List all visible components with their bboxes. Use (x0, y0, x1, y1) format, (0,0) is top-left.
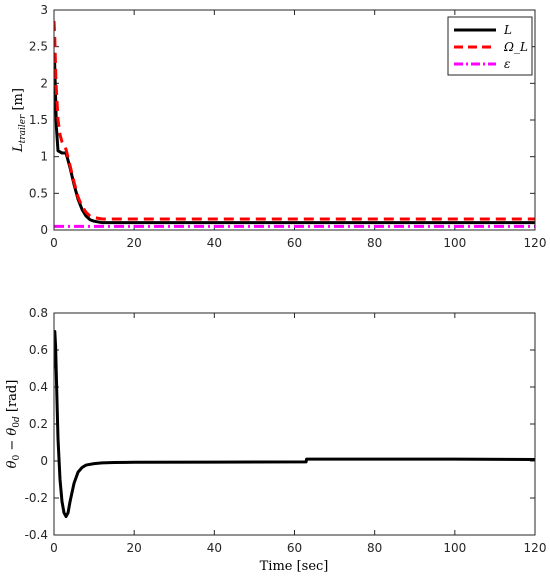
top-series-line-L (54, 20, 535, 221)
bottom-y-tick-label: 0.4 (29, 380, 48, 394)
bottom-x-tick-label: 60 (287, 541, 302, 555)
bottom-x-axis-label: Time [sec] (260, 559, 329, 574)
top-y-tick-label: 2.5 (29, 40, 48, 54)
bottom-y-tick-label: 0.6 (29, 343, 48, 357)
bottom-series-line-s0 (54, 330, 535, 518)
top-series-line-L (54, 52, 535, 225)
top-x-tick-label: 40 (207, 236, 222, 250)
bottom-plot-area (54, 313, 535, 535)
bottom-y-tick-label: -0.2 (25, 491, 48, 505)
bottom-plot: 0 20 40 60 80 100 120 -0.4 -0.2 0 0.2 0.4 0.6 0.8 θ0 … (5, 306, 546, 574)
bottom-y-tick-label: 0.8 (29, 306, 48, 320)
top-x-tick-label: 0 (50, 236, 58, 250)
legend-entry-epsilon: ε (454, 57, 510, 71)
legend-entry-L: L (454, 23, 512, 37)
top-plot-frame (53, 9, 536, 231)
bottom-y-axis-label: θ0 − θ0d [rad] (5, 380, 22, 469)
top-x-tick-label: 80 (367, 236, 382, 250)
top-x-tick-label: 100 (443, 236, 466, 250)
top-y-tick-label: 2 (40, 76, 48, 90)
bottom-y-tick-label: -0.4 (25, 528, 48, 542)
legend-label-epsilon: ε (504, 57, 510, 71)
top-y-axis-label: Ltrailer [m] (11, 88, 28, 153)
top-x-tick-label: 60 (287, 236, 302, 250)
legend: L Ω_L ε (447, 16, 533, 76)
top-y-tick-label: 1 (40, 150, 48, 164)
bottom-x-tick-label: 40 (207, 541, 222, 555)
legend-entry-omega: Ω_L (454, 40, 528, 54)
bottom-x-tick-label: 120 (524, 541, 547, 555)
legend-label-omega: Ω_L (503, 40, 528, 54)
bottom-plot-frame (53, 312, 536, 536)
top-x-tick-label: 120 (524, 236, 547, 250)
bottom-x-tick-label: 20 (127, 541, 142, 555)
top-x-tick-label: 20 (127, 236, 142, 250)
legend-label-L: L (503, 23, 512, 37)
top-y-tick-label: 1.5 (29, 113, 48, 127)
top-y-tick-label: 0 (40, 223, 48, 237)
bottom-x-tick-label: 80 (367, 541, 382, 555)
top-plot: 0 20 40 60 80 100 120 0 0.5 1 1.5 2 2.5 3 Ltrailer [m… (11, 3, 546, 250)
top-y-tick-label: 0.5 (29, 186, 48, 200)
top-y-tick-label: 3 (40, 3, 48, 17)
bottom-x-tick-label: 0 (50, 541, 58, 555)
bottom-y-tick-label: 0.2 (29, 417, 48, 431)
bottom-x-tick-label: 100 (443, 541, 466, 555)
bottom-y-tick-label: 0 (40, 454, 48, 468)
